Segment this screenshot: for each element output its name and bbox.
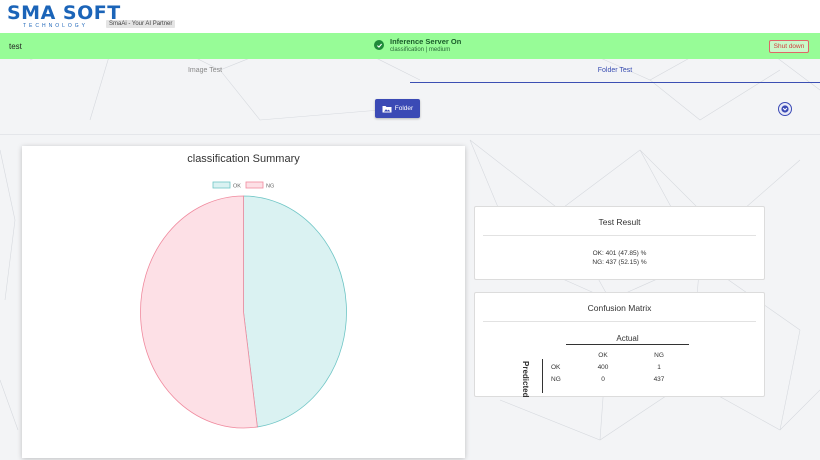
server-status: Inference Server On classification | med… [374,37,461,53]
matrix-row-header-ng: NG [551,376,561,383]
legend-label-ng[interactable]: NG [266,184,274,190]
shutdown-button[interactable]: Shut down [769,40,809,53]
folder-image-icon [382,105,392,112]
test-result-divider [483,235,756,236]
pie-slice-ng[interactable] [140,195,258,429]
check-circle-icon [374,40,384,50]
test-result-card: Test Result OK: 401 (47.85) % NG: 437 (5… [474,206,765,280]
predicted-axis-label: Predicted [521,361,530,398]
ok-result-label: OK: [592,250,604,257]
logo-subtext: TECHNOLOGY [23,23,89,29]
confusion-matrix-title: Confusion Matrix [587,303,652,313]
project-name: test [9,42,22,51]
confusion-matrix-card: Confusion Matrix Actual Predicted OK NG … [474,292,765,397]
matrix-cell-ng-ok: 0 [601,376,605,383]
legend-label-ok[interactable]: OK [233,184,241,190]
folder-button[interactable]: Folder [375,99,420,118]
logo-text: SMA SOFT [7,2,121,24]
chevron-down-icon [781,105,789,113]
ng-result-line: NG: 437 (52.15) % [475,258,764,267]
matrix-row-header-ok: OK [551,364,561,371]
matrix-cell-ng-ng: 437 [653,376,665,383]
legend-swatch-ng[interactable] [245,181,264,189]
pie-slice-ok[interactable] [243,195,347,428]
matrix-cell-ok-ng: 1 [657,364,661,371]
logo: SMA SOFT TECHNOLOGY [7,4,121,30]
ng-result-label: NG: [592,259,604,266]
ok-result-value: 401 (47.85) % [605,250,647,257]
app-header: SMA SOFT TECHNOLOGY SmaAi - Your AI Part… [0,0,820,33]
chart-title: classification Summary [187,153,300,165]
matrix-col-header-ng: NG [654,352,664,359]
confusion-matrix-divider [483,321,756,322]
tagline: SmaAi - Your AI Partner [106,20,176,28]
classification-summary-chart-card: classification Summary OK NG [22,146,465,458]
folder-button-label: Folder [394,105,414,112]
actual-axis-label: Actual [616,334,639,343]
matrix-col-header-ok: OK [598,352,608,359]
server-status-subtitle: classification | medium [390,47,451,53]
ok-result-line: OK: 401 (47.85) % [475,249,764,258]
ng-result-value: 437 (52.15) % [605,259,647,266]
legend-swatch-ok[interactable] [212,181,231,189]
server-status-bar: test Inference Server On classification … [0,33,820,59]
test-result-title: Test Result [598,217,641,227]
tab-image-test[interactable]: Image Test [187,67,223,74]
section-divider [0,134,820,135]
predicted-axis-line [542,359,543,393]
test-mode-tabs: Image Test Folder Test [0,59,820,84]
classification-summary-chart: classification Summary OK NG [140,153,347,429]
actual-axis-line [566,344,689,345]
expand-toggle-button[interactable] [778,102,792,116]
tab-folder-test[interactable]: Folder Test [410,59,820,83]
server-status-title: Inference Server On [390,37,462,46]
matrix-cell-ok-ok: 400 [597,364,609,371]
